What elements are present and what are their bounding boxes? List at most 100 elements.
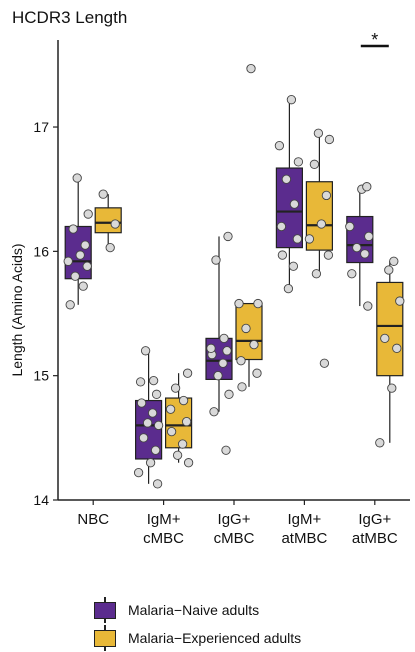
data-point	[147, 408, 158, 418]
data-point	[253, 298, 263, 309]
data-point	[286, 95, 297, 105]
data-point	[177, 439, 188, 449]
data-point	[319, 358, 330, 368]
x-tick-label: cMBC	[214, 530, 255, 547]
data-point	[209, 407, 219, 417]
data-point	[78, 281, 88, 291]
legend-label-experienced: Malaria−Experienced adults	[128, 630, 302, 646]
data-point	[151, 389, 162, 399]
data-point	[136, 398, 147, 408]
data-point	[223, 231, 233, 242]
data-point	[213, 371, 223, 381]
y-axis: 14 15 16 17	[33, 40, 59, 508]
data-point	[224, 389, 234, 399]
significance-star: *	[371, 30, 378, 50]
data-point	[145, 458, 156, 468]
data-point	[316, 219, 327, 229]
plot-area: *	[63, 30, 405, 489]
data-point	[249, 339, 259, 350]
data-point	[135, 377, 146, 387]
data-point	[246, 63, 256, 74]
box	[376, 281, 404, 377]
data-point	[218, 358, 228, 368]
data-point	[360, 249, 370, 259]
x-tick-label: IgG+	[358, 511, 391, 528]
data-point	[309, 159, 320, 169]
data-point	[142, 418, 153, 428]
data-point	[375, 438, 385, 448]
data-point	[105, 242, 115, 253]
data-point	[72, 173, 82, 183]
data-point	[138, 433, 149, 443]
data-point	[321, 190, 332, 201]
data-point	[384, 265, 394, 275]
data-point	[293, 157, 304, 167]
data-point	[313, 128, 324, 138]
data-point	[170, 383, 181, 393]
legend-key-naive	[92, 597, 118, 623]
data-point	[324, 134, 335, 145]
data-point	[68, 224, 78, 234]
data-point	[274, 141, 285, 151]
y-tick-label: 17	[33, 119, 49, 135]
data-point	[219, 333, 229, 344]
y-tick-label: 14	[33, 492, 49, 508]
data-point	[345, 221, 355, 232]
data-point	[80, 240, 90, 250]
data-point	[63, 256, 73, 266]
data-point	[363, 301, 373, 311]
data-point	[182, 368, 193, 378]
x-tick-label: NBC	[77, 511, 109, 528]
data-point	[364, 231, 374, 242]
data-point	[387, 383, 397, 393]
data-point	[380, 333, 390, 344]
x-tick-label: IgM+	[288, 511, 322, 528]
data-point	[389, 256, 399, 266]
data-point	[82, 261, 92, 271]
legend-item-experienced: Malaria−Experienced adults	[92, 624, 301, 652]
x-tick-label: atMBC	[281, 530, 327, 547]
data-point	[222, 346, 232, 356]
data-point	[211, 255, 221, 265]
data-point	[152, 479, 163, 489]
data-point	[172, 450, 183, 460]
legend: Malaria−Naive adults Malaria−Experienced…	[92, 596, 301, 652]
data-point	[292, 234, 303, 244]
data-point	[234, 298, 244, 309]
data-point	[276, 221, 287, 232]
data-point	[241, 323, 251, 334]
data-point	[83, 209, 93, 219]
data-point	[153, 420, 164, 431]
data-point	[283, 283, 294, 294]
data-point	[362, 182, 372, 192]
legend-key-experienced	[92, 625, 118, 651]
box-plot: 14 15 16 17 NBC IgM+ cMBC IgG+ cMBC IgM+ atMBC IgG…	[9, 30, 410, 547]
data-point	[75, 250, 85, 260]
data-point	[236, 356, 246, 366]
series-experienced	[94, 63, 405, 468]
data-point	[140, 346, 151, 356]
data-point	[65, 300, 75, 310]
data-point	[237, 382, 247, 392]
data-point	[288, 261, 299, 271]
data-point	[133, 467, 144, 478]
x-tick-label: atMBC	[352, 530, 398, 547]
data-point	[148, 375, 159, 386]
data-point	[183, 458, 194, 468]
data-point	[206, 343, 216, 353]
data-point	[392, 343, 402, 353]
data-point	[395, 296, 405, 306]
data-point	[221, 445, 231, 455]
legend-label-naive: Malaria−Naive adults	[128, 602, 260, 618]
data-point	[311, 269, 322, 279]
y-axis-label: Length (Amino Acids)	[9, 243, 25, 376]
data-point	[181, 417, 192, 427]
data-point	[277, 250, 288, 260]
data-point	[178, 395, 189, 406]
data-point	[281, 174, 292, 184]
y-tick-label: 16	[33, 243, 49, 259]
x-tick-label: IgM+	[147, 511, 181, 528]
x-tick-label: cMBC	[143, 530, 184, 547]
data-point	[347, 269, 357, 279]
data-point	[289, 199, 300, 209]
